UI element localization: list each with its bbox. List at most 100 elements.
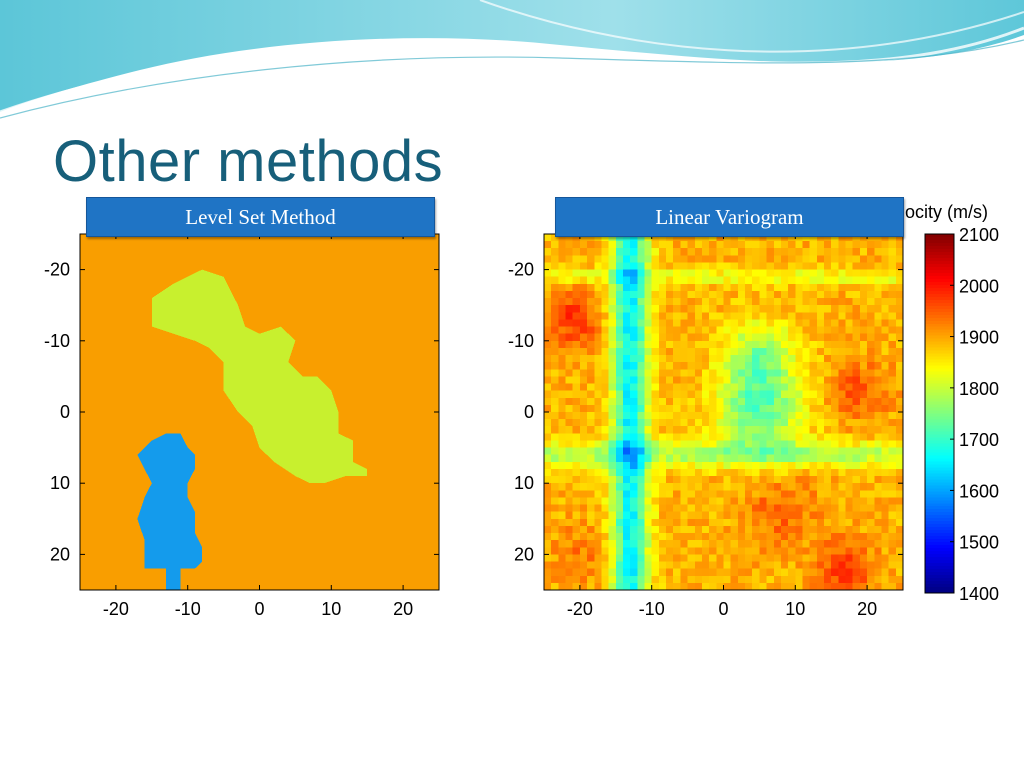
heatmap-cell bbox=[622, 440, 631, 448]
heatmap-cell bbox=[759, 476, 767, 484]
heatmap-cell bbox=[773, 433, 782, 441]
heatmap-cell bbox=[852, 419, 861, 427]
heatmap-cell bbox=[888, 440, 897, 448]
heatmap-cell bbox=[723, 305, 732, 313]
colorbar-swatch bbox=[925, 323, 954, 328]
heatmap-cell bbox=[694, 447, 703, 456]
heatmap-cell bbox=[673, 369, 681, 377]
heatmap-cell bbox=[816, 476, 825, 484]
heatmap-cell bbox=[651, 447, 660, 456]
heatmap-cell bbox=[838, 454, 846, 463]
heatmap-cell bbox=[680, 290, 688, 299]
heatmap-cell bbox=[637, 525, 645, 534]
heatmap-cell bbox=[544, 404, 552, 413]
heatmap-cell bbox=[608, 255, 617, 263]
colorbar-swatch bbox=[925, 380, 954, 385]
heatmap-cell bbox=[615, 483, 624, 491]
heatmap-cell bbox=[637, 568, 645, 577]
heatmap-cell bbox=[895, 468, 904, 477]
heatmap-cell bbox=[622, 355, 631, 363]
heatmap-cell bbox=[630, 582, 638, 591]
heatmap-cell bbox=[773, 255, 782, 263]
heatmap-cell bbox=[852, 347, 861, 356]
heatmap-cell bbox=[579, 234, 588, 242]
heatmap-cell bbox=[766, 248, 775, 256]
heatmap-cell bbox=[802, 362, 811, 370]
heatmap-cell bbox=[859, 476, 868, 484]
heatmap-cell bbox=[874, 326, 882, 335]
heatmap-cell bbox=[680, 575, 688, 584]
heatmap-cell bbox=[658, 312, 667, 320]
heatmap-cell bbox=[694, 426, 703, 434]
heatmap-cell bbox=[551, 525, 559, 534]
colorbar-swatch bbox=[925, 308, 954, 313]
heatmap-cell bbox=[730, 547, 739, 555]
heatmap-cell bbox=[852, 547, 861, 555]
heatmap-cell bbox=[730, 518, 739, 527]
heatmap-cell bbox=[572, 483, 581, 491]
heatmap-cell bbox=[608, 575, 617, 584]
heatmap-cell bbox=[565, 582, 574, 591]
heatmap-cell bbox=[651, 554, 660, 562]
colorbar-swatch bbox=[925, 383, 954, 388]
heatmap-cell bbox=[845, 355, 854, 363]
heatmap-cell bbox=[730, 461, 739, 470]
wave-decoration bbox=[0, 0, 1024, 112]
heatmap-cell bbox=[544, 454, 552, 463]
heatmap-cell bbox=[544, 298, 552, 306]
heatmap-cell bbox=[716, 547, 724, 555]
heatmap-cell bbox=[759, 490, 767, 498]
heatmap-cell bbox=[594, 283, 602, 292]
colorbar-swatch bbox=[925, 578, 954, 582]
heatmap-cell bbox=[737, 312, 746, 320]
heatmap-cell bbox=[658, 575, 667, 584]
heatmap-cell bbox=[601, 234, 610, 242]
heatmap-cell bbox=[622, 347, 631, 356]
heatmap-cell bbox=[601, 269, 610, 278]
heatmap-cell bbox=[895, 518, 904, 527]
heatmap-cell bbox=[888, 468, 897, 477]
heatmap-cell bbox=[874, 404, 882, 413]
heatmap-cell bbox=[759, 269, 767, 278]
heatmap-cell bbox=[816, 533, 825, 541]
heatmap-cell bbox=[795, 568, 803, 577]
heatmap-cell bbox=[845, 369, 854, 377]
heatmap-cell bbox=[802, 533, 811, 541]
heatmap-cell bbox=[587, 397, 595, 406]
heatmap-cell bbox=[759, 554, 767, 562]
heatmap-cell bbox=[551, 497, 559, 505]
heatmap-cell bbox=[845, 497, 854, 505]
heatmap-cell bbox=[859, 540, 868, 548]
colorbar-swatch bbox=[925, 521, 954, 525]
heatmap-cell bbox=[816, 490, 825, 498]
heatmap-cell bbox=[601, 362, 610, 370]
heatmap-cell bbox=[572, 269, 581, 278]
heatmap-cell bbox=[701, 483, 710, 491]
heatmap-cell bbox=[780, 490, 789, 498]
heatmap-cell bbox=[651, 269, 660, 278]
heatmap-cell bbox=[845, 490, 854, 498]
heatmap-cell bbox=[666, 440, 674, 448]
heatmap-cell bbox=[766, 290, 775, 299]
heatmap-cell bbox=[615, 547, 624, 555]
heatmap-cell bbox=[544, 234, 552, 242]
heatmap-cell bbox=[838, 461, 846, 470]
heatmap-cell bbox=[558, 248, 566, 256]
heatmap-cell bbox=[651, 390, 660, 399]
colorbar-swatch bbox=[925, 287, 954, 292]
heatmap-cell bbox=[587, 376, 595, 384]
heatmap-cell bbox=[752, 347, 760, 356]
heatmap-cell bbox=[737, 319, 746, 327]
heatmap-cell bbox=[658, 447, 667, 456]
heatmap-cell bbox=[809, 333, 818, 342]
heatmap-cell bbox=[845, 518, 854, 527]
heatmap-cell bbox=[572, 468, 581, 477]
heatmap-cell bbox=[666, 369, 674, 377]
heatmap-cell bbox=[594, 575, 602, 584]
heatmap-cell bbox=[587, 483, 595, 491]
colorbar-swatch bbox=[925, 437, 954, 441]
heatmap-cell bbox=[788, 290, 796, 299]
heatmap-cell bbox=[630, 376, 638, 384]
heatmap-cell bbox=[716, 340, 724, 349]
heatmap-cell bbox=[867, 468, 875, 477]
